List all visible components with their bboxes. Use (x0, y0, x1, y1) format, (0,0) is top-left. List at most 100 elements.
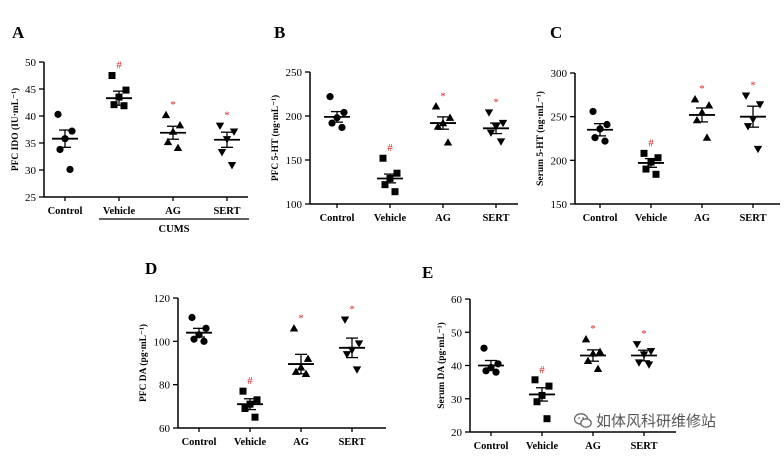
data-point (241, 405, 249, 412)
data-point (175, 120, 185, 129)
y-tick-label: 50 (25, 57, 37, 69)
x-tick-label: AG (585, 441, 601, 452)
data-point (543, 415, 551, 423)
panel-d: D 60 80 100 120 PFC DA (pg·mL⁻¹) Control Vehicl… (138, 259, 386, 448)
data-point (589, 107, 597, 116)
data-point (632, 341, 642, 349)
data-point (391, 188, 399, 196)
y-tick-label: 20 (451, 427, 463, 439)
y-tick-label: 50 (451, 327, 463, 339)
data-point (644, 361, 654, 369)
significance-mark: # (648, 137, 654, 149)
data-point (291, 367, 301, 375)
significance-mark: * (170, 99, 176, 111)
data-point (603, 120, 611, 129)
significance-mark: * (440, 90, 446, 102)
panel-c: C 150 200 250 300 Serum 5-HT (ng·mL⁻¹) Control… (535, 23, 780, 224)
y-tick-label: 80 (159, 380, 171, 392)
data-point (484, 109, 494, 117)
data-point (545, 382, 553, 390)
x-tick-label: Control (182, 437, 217, 448)
significance-mark: * (224, 110, 230, 122)
y-axis-label: PFC DA (pg·mL⁻¹) (138, 324, 149, 402)
panel-letter: A (12, 23, 25, 42)
data-point (173, 143, 183, 152)
data-point (533, 398, 541, 406)
x-tick-label: AG (694, 213, 710, 224)
panel-b: B 100 150 200 250 PFC 5-HT (ng·mL⁻¹) Control Ve… (270, 23, 518, 224)
x-tick-label: SERT (482, 213, 509, 224)
data-point (755, 101, 765, 109)
data-point (229, 128, 239, 136)
data-point (188, 313, 196, 322)
y-axis-label: Serum 5-HT (ng·mL⁻¹) (535, 91, 546, 186)
x-tick-label: AG (165, 206, 181, 217)
panel-letter: D (145, 259, 157, 278)
data-point (108, 72, 116, 79)
y-tick-label: 100 (286, 199, 303, 211)
data-point (704, 101, 714, 109)
y-axis-label: Serum DA (pg·mL⁻¹) (436, 322, 447, 409)
data-point (122, 86, 130, 94)
data-point (431, 102, 441, 110)
x-tick-label: SERT (630, 441, 657, 452)
data-point (200, 337, 208, 345)
x-tick-label: Vehicle (635, 213, 668, 224)
x-tick-label: Vehicle (103, 206, 136, 217)
data-point (595, 347, 605, 356)
significance-mark: * (750, 80, 756, 92)
data-point (480, 344, 488, 352)
y-tick-label: 40 (25, 111, 37, 123)
data-point (340, 316, 350, 324)
significance-mark: * (590, 323, 596, 335)
significance-mark: * (641, 328, 647, 340)
x-tick-label: SERT (739, 213, 766, 224)
data-point (303, 354, 313, 362)
significance-mark: * (493, 96, 499, 108)
data-point (68, 127, 76, 135)
data-point (54, 110, 62, 118)
wechat-icon (574, 412, 592, 428)
data-point (217, 149, 227, 157)
data-point (433, 122, 443, 130)
data-point (227, 161, 237, 170)
x-tick-label: SERT (338, 437, 365, 448)
panel-a: A 25 30 35 40 45 50 PFC IDO (IU·mL⁻¹) Control Veh… (10, 23, 249, 235)
x-tick-label: SERT (213, 206, 240, 217)
data-point (591, 134, 599, 142)
x-tick-label: Vehicle (234, 437, 267, 448)
data-point (340, 108, 348, 117)
panel-e: E 20 30 40 50 60 Serum DA (pg·mL⁻¹) Control Vehi… (422, 263, 676, 452)
y-tick-label: 120 (154, 293, 171, 305)
significance-mark: # (116, 60, 122, 72)
panel-letter: B (274, 23, 285, 42)
data-point (702, 133, 712, 141)
data-point (161, 110, 171, 119)
x-tick-label: Control (320, 213, 355, 224)
data-point (381, 181, 389, 189)
data-point (66, 165, 74, 174)
y-tick-label: 35 (25, 138, 37, 150)
data-point (498, 119, 508, 128)
y-tick-label: 25 (25, 192, 37, 204)
data-point (354, 340, 364, 348)
x-tick-label: Vehicle (526, 441, 559, 452)
y-tick-label: 30 (25, 165, 37, 177)
significance-mark: # (247, 375, 253, 387)
y-tick-label: 40 (451, 361, 463, 373)
data-point (646, 348, 656, 356)
significance-mark: * (699, 83, 705, 95)
y-tick-label: 60 (159, 423, 171, 435)
data-point (583, 356, 593, 364)
data-point (338, 123, 346, 132)
data-point (342, 351, 352, 359)
y-tick-label: 300 (551, 68, 568, 80)
data-point (445, 113, 455, 121)
y-tick-label: 30 (451, 394, 463, 406)
data-point (326, 93, 334, 101)
y-tick-label: 45 (25, 84, 37, 96)
data-point (163, 137, 173, 146)
data-point (379, 154, 387, 162)
y-tick-label: 150 (551, 199, 568, 211)
